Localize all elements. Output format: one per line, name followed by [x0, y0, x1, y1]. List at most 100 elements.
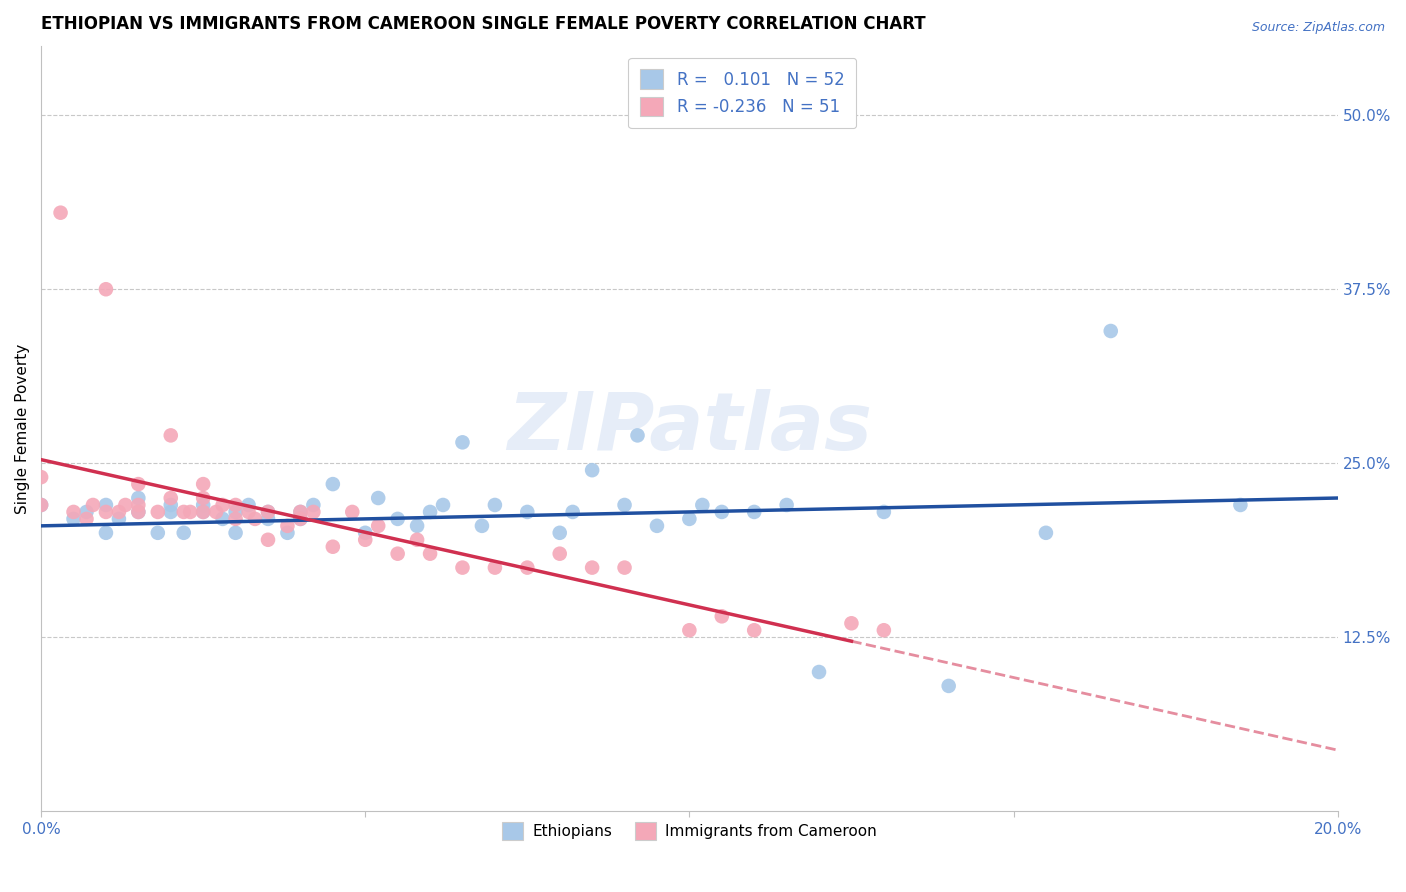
Point — [645, 519, 668, 533]
Point — [94, 282, 117, 296]
Point — [742, 624, 765, 638]
Point — [193, 498, 215, 512]
Point — [387, 512, 409, 526]
Point — [62, 512, 84, 526]
Point — [76, 505, 98, 519]
Point — [257, 512, 280, 526]
Point — [211, 498, 233, 512]
Point — [742, 505, 765, 519]
Y-axis label: Single Female Poverty: Single Female Poverty — [15, 343, 30, 514]
Point — [276, 519, 298, 533]
Point — [1035, 525, 1057, 540]
Point — [516, 505, 538, 519]
Point — [159, 428, 181, 442]
Point — [678, 624, 700, 638]
Point — [257, 505, 280, 519]
Point — [367, 519, 389, 533]
Point — [808, 665, 831, 679]
Point — [678, 512, 700, 526]
Point — [108, 512, 131, 526]
Point — [94, 498, 117, 512]
Point — [290, 505, 312, 519]
Point — [108, 505, 131, 519]
Point — [387, 547, 409, 561]
Point — [257, 505, 280, 519]
Legend: Ethiopians, Immigrants from Cameroon: Ethiopians, Immigrants from Cameroon — [495, 816, 883, 846]
Point — [1229, 498, 1251, 512]
Point — [193, 491, 215, 505]
Point — [159, 491, 181, 505]
Point — [290, 505, 312, 519]
Point — [49, 205, 72, 219]
Point — [484, 498, 506, 512]
Point — [146, 505, 169, 519]
Point — [238, 498, 260, 512]
Point — [127, 505, 149, 519]
Point — [873, 624, 896, 638]
Point — [548, 525, 571, 540]
Point — [211, 512, 233, 526]
Point — [451, 560, 474, 574]
Point — [548, 547, 571, 561]
Point — [290, 512, 312, 526]
Point — [179, 505, 201, 519]
Point — [322, 540, 344, 554]
Point — [302, 505, 325, 519]
Point — [710, 505, 733, 519]
Point — [225, 512, 247, 526]
Point — [30, 498, 52, 512]
Point — [1099, 324, 1122, 338]
Text: ZIPatlas: ZIPatlas — [508, 390, 872, 467]
Point — [225, 525, 247, 540]
Point — [775, 498, 797, 512]
Point — [193, 505, 215, 519]
Point — [367, 491, 389, 505]
Point — [406, 519, 429, 533]
Point — [692, 498, 714, 512]
Point — [114, 498, 136, 512]
Point — [516, 560, 538, 574]
Point — [243, 512, 266, 526]
Point — [76, 512, 98, 526]
Point — [710, 609, 733, 624]
Point — [841, 616, 863, 631]
Point — [82, 498, 104, 512]
Point — [581, 560, 603, 574]
Point — [613, 498, 636, 512]
Point — [30, 498, 52, 512]
Point — [146, 525, 169, 540]
Point — [406, 533, 429, 547]
Point — [873, 505, 896, 519]
Point — [354, 525, 377, 540]
Point — [193, 505, 215, 519]
Point — [159, 498, 181, 512]
Point — [257, 533, 280, 547]
Point — [238, 505, 260, 519]
Point — [127, 477, 149, 491]
Point — [451, 435, 474, 450]
Point — [419, 547, 441, 561]
Point — [94, 525, 117, 540]
Point — [193, 477, 215, 491]
Point — [626, 428, 648, 442]
Point — [561, 505, 583, 519]
Point — [290, 512, 312, 526]
Point — [225, 505, 247, 519]
Point — [276, 525, 298, 540]
Point — [127, 505, 149, 519]
Point — [173, 525, 195, 540]
Point — [342, 505, 364, 519]
Point — [205, 505, 228, 519]
Point — [302, 498, 325, 512]
Text: ETHIOPIAN VS IMMIGRANTS FROM CAMEROON SINGLE FEMALE POVERTY CORRELATION CHART: ETHIOPIAN VS IMMIGRANTS FROM CAMEROON SI… — [41, 15, 925, 33]
Point — [484, 560, 506, 574]
Point — [127, 498, 149, 512]
Text: Source: ZipAtlas.com: Source: ZipAtlas.com — [1251, 21, 1385, 34]
Point — [173, 505, 195, 519]
Point — [471, 519, 494, 533]
Point — [30, 470, 52, 484]
Point — [322, 477, 344, 491]
Point — [938, 679, 960, 693]
Point — [94, 505, 117, 519]
Point — [432, 498, 454, 512]
